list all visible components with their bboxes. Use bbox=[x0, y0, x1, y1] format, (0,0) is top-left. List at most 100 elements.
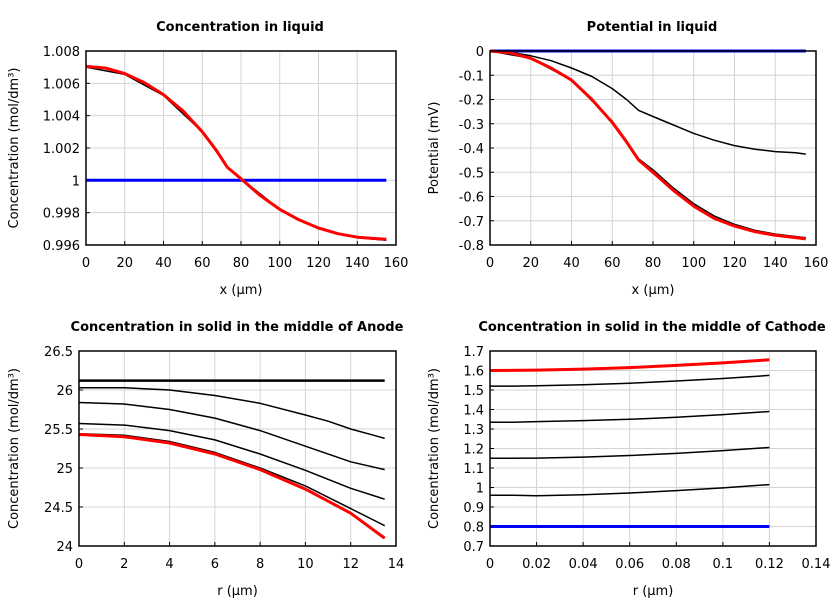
series-line-6 bbox=[78, 433, 386, 540]
y-tick-label: -0.3 bbox=[459, 118, 484, 133]
x-tick-label: 140 bbox=[345, 256, 370, 271]
y-tick-label: 1 bbox=[72, 174, 80, 189]
y-tick-label: 0.7 bbox=[463, 540, 484, 555]
plot-frame bbox=[489, 350, 817, 547]
x-tick-label: 0 bbox=[486, 256, 494, 271]
series-line-4 bbox=[490, 410, 770, 423]
y-tick-label: 1.5 bbox=[463, 384, 484, 399]
subplot-3: 0 2 4 6 8 10 12 142424.52525.52626.5Concentrati… bbox=[7, 320, 404, 599]
x-tick-label: 120 bbox=[306, 256, 331, 271]
x-tick-label: 0.04 bbox=[569, 557, 598, 572]
chart-title: Concentration in solid in the middle of … bbox=[478, 320, 826, 335]
series-line-3 bbox=[78, 401, 385, 471]
y-tick-label: 25.5 bbox=[44, 423, 73, 438]
x-tick-label: 8 bbox=[256, 557, 264, 572]
y-tick-label: 1.2 bbox=[463, 443, 484, 458]
y-tick-label: -0.4 bbox=[459, 142, 484, 157]
x-tick-label: 0.06 bbox=[615, 557, 644, 572]
x-tick-label: 60 bbox=[604, 256, 621, 271]
subplot-1: 0 20 40 60 80 100 120 140 160 0.996 0.998 1 1.002 1.0… bbox=[7, 20, 408, 298]
x-tick-label: 160 bbox=[804, 256, 829, 271]
series-line-2 bbox=[490, 483, 770, 497]
x-tick-label: 0.08 bbox=[662, 557, 691, 572]
y-axis-label: Concentration (mol/dm³) bbox=[7, 368, 22, 529]
x-tick-label: 120 bbox=[722, 256, 747, 271]
plot-frame bbox=[78, 350, 397, 547]
y-tick-label: -0.8 bbox=[459, 239, 484, 254]
plot-frame bbox=[489, 50, 817, 246]
x-tick-label: 20 bbox=[522, 256, 539, 271]
x-tick-label: 160 bbox=[384, 256, 409, 271]
chart-title: Concentration in liquid bbox=[156, 20, 324, 35]
x-tick-label: 0.14 bbox=[802, 557, 831, 572]
y-tick-label: -0.5 bbox=[459, 166, 484, 181]
x-tick-label: 20 bbox=[116, 256, 133, 271]
y-tick-label: -0.7 bbox=[459, 215, 484, 230]
y-tick-label: 0 bbox=[476, 45, 484, 60]
x-tick-label: 0 bbox=[82, 256, 90, 271]
y-tick-label: 24.5 bbox=[44, 501, 73, 516]
x-tick-label: 40 bbox=[563, 256, 580, 271]
y-tick-label: 0.996 bbox=[43, 239, 80, 254]
x-tick-label: 100 bbox=[681, 256, 706, 271]
x-tick-label: 0 bbox=[486, 557, 494, 572]
y-tick-label: 1.1 bbox=[463, 462, 484, 477]
y-tick-label: 26.5 bbox=[44, 345, 73, 360]
y-tick-label: 0.8 bbox=[463, 521, 484, 536]
x-tick-label: 14 bbox=[388, 557, 405, 572]
x-tick-label: 4 bbox=[165, 557, 173, 572]
y-tick-label: 1.008 bbox=[43, 45, 80, 60]
x-tick-label: 80 bbox=[645, 256, 662, 271]
x-axis-label: x (µm) bbox=[220, 283, 263, 298]
series-line-5 bbox=[490, 374, 770, 387]
series-line-4 bbox=[78, 422, 385, 500]
series-line-6 bbox=[489, 358, 770, 372]
x-tick-label: 100 bbox=[267, 256, 292, 271]
x-tick-label: 80 bbox=[233, 256, 250, 271]
series-line-2 bbox=[79, 386, 385, 440]
x-tick-label: 2 bbox=[120, 557, 128, 572]
x-tick-label: 140 bbox=[763, 256, 788, 271]
y-tick-label: 1.6 bbox=[463, 365, 484, 380]
x-tick-label: 0.02 bbox=[522, 557, 551, 572]
y-tick-label: 1.006 bbox=[43, 77, 80, 92]
x-axis-label: r (µm) bbox=[217, 584, 258, 599]
y-tick-label: 1.002 bbox=[43, 142, 80, 157]
chart-title: Potential in liquid bbox=[587, 20, 718, 35]
x-tick-label: 10 bbox=[297, 557, 314, 572]
series-line-4 bbox=[489, 49, 806, 241]
x-axis-label: r (µm) bbox=[633, 584, 674, 599]
y-tick-label: 26 bbox=[56, 384, 73, 399]
x-tick-label: 12 bbox=[342, 557, 359, 572]
y-tick-label: 0.9 bbox=[463, 501, 484, 516]
series-line-5 bbox=[78, 432, 386, 527]
y-tick-label: -0.6 bbox=[459, 191, 484, 206]
y-tick-label: 24 bbox=[56, 540, 73, 555]
y-tick-label: 0.998 bbox=[43, 207, 80, 222]
series-line-3 bbox=[489, 446, 770, 460]
series-line-2 bbox=[85, 66, 387, 241]
series-line-4 bbox=[85, 64, 387, 241]
subplot-4: 0 0.02 0.04 0.06 0.08 0.1 0.12 0.14 0.7 0.8 0.9 1 1.… bbox=[427, 320, 830, 599]
chart-title: Concentration in solid in the middle of … bbox=[71, 320, 404, 335]
y-tick-label: 1.004 bbox=[43, 110, 80, 125]
y-tick-label: 1.4 bbox=[463, 404, 484, 419]
y-tick-label: 25 bbox=[56, 462, 73, 477]
y-tick-label: 1.3 bbox=[463, 423, 484, 438]
plot-frame bbox=[85, 50, 397, 246]
x-tick-label: 6 bbox=[211, 557, 219, 572]
subplot-2: 0 20 40 60 80 100 120 140 160 -0.8 -0.7 -0.6 -0.5 -0.… bbox=[427, 20, 828, 298]
y-tick-label: -0.1 bbox=[459, 69, 484, 84]
x-tick-label: 0 bbox=[75, 557, 83, 572]
y-tick-label: 1.7 bbox=[463, 345, 484, 360]
y-axis-label: Potential (mV) bbox=[427, 102, 442, 195]
x-tick-label: 40 bbox=[155, 256, 172, 271]
y-axis-label: Concentration (mol/dm³) bbox=[7, 68, 22, 229]
x-axis-label: x (µm) bbox=[632, 283, 675, 298]
x-tick-label: 0.12 bbox=[755, 557, 784, 572]
y-axis-label: Concentration (mol/dm³) bbox=[427, 368, 442, 529]
y-tick-label: -0.2 bbox=[459, 94, 484, 109]
x-tick-label: 60 bbox=[194, 256, 211, 271]
series-line-2 bbox=[489, 50, 806, 239]
